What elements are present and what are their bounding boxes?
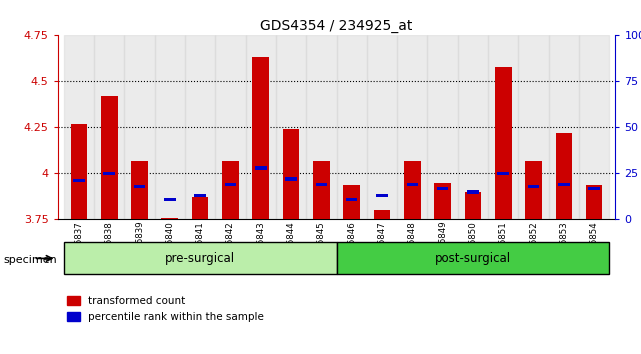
- Bar: [437, 187, 448, 190]
- Bar: [586, 184, 603, 219]
- Bar: [103, 172, 115, 175]
- Bar: [306, 35, 337, 219]
- Bar: [215, 35, 246, 219]
- Bar: [134, 185, 146, 188]
- Bar: [192, 198, 208, 219]
- Bar: [164, 198, 176, 201]
- Bar: [94, 35, 124, 219]
- Bar: [101, 96, 117, 219]
- Bar: [337, 35, 367, 219]
- Bar: [525, 161, 542, 219]
- Legend: transformed count, percentile rank within the sample: transformed count, percentile rank withi…: [63, 292, 268, 326]
- Bar: [495, 67, 512, 219]
- Bar: [253, 57, 269, 219]
- Bar: [519, 35, 549, 219]
- Bar: [285, 177, 297, 181]
- Text: pre-surgical: pre-surgical: [165, 252, 235, 265]
- Text: specimen: specimen: [3, 255, 57, 265]
- Text: post-surgical: post-surgical: [435, 252, 511, 265]
- Bar: [497, 172, 509, 175]
- Bar: [337, 242, 610, 274]
- Bar: [404, 161, 420, 219]
- Bar: [428, 35, 458, 219]
- Bar: [434, 183, 451, 219]
- Bar: [588, 187, 600, 190]
- Bar: [222, 161, 239, 219]
- Title: GDS4354 / 234925_at: GDS4354 / 234925_at: [260, 19, 413, 33]
- Bar: [465, 192, 481, 219]
- Bar: [63, 242, 337, 274]
- Bar: [558, 183, 570, 186]
- Bar: [194, 194, 206, 197]
- Bar: [315, 183, 327, 186]
- Bar: [225, 183, 236, 186]
- Bar: [71, 124, 87, 219]
- Bar: [467, 190, 479, 194]
- Bar: [528, 185, 539, 188]
- Bar: [162, 218, 178, 219]
- Bar: [458, 35, 488, 219]
- Bar: [549, 35, 579, 219]
- Bar: [556, 133, 572, 219]
- Bar: [488, 35, 519, 219]
- Bar: [63, 35, 94, 219]
- Bar: [185, 35, 215, 219]
- Bar: [154, 35, 185, 219]
- Bar: [579, 35, 610, 219]
- Bar: [131, 161, 148, 219]
- Bar: [406, 183, 418, 186]
- Bar: [283, 129, 299, 219]
- Bar: [276, 35, 306, 219]
- Bar: [344, 184, 360, 219]
- Bar: [313, 161, 329, 219]
- Bar: [367, 35, 397, 219]
- Bar: [124, 35, 154, 219]
- Bar: [346, 198, 358, 201]
- Bar: [376, 194, 388, 197]
- Bar: [73, 179, 85, 182]
- Bar: [246, 35, 276, 219]
- Bar: [397, 35, 428, 219]
- Bar: [374, 210, 390, 219]
- Bar: [255, 166, 267, 170]
